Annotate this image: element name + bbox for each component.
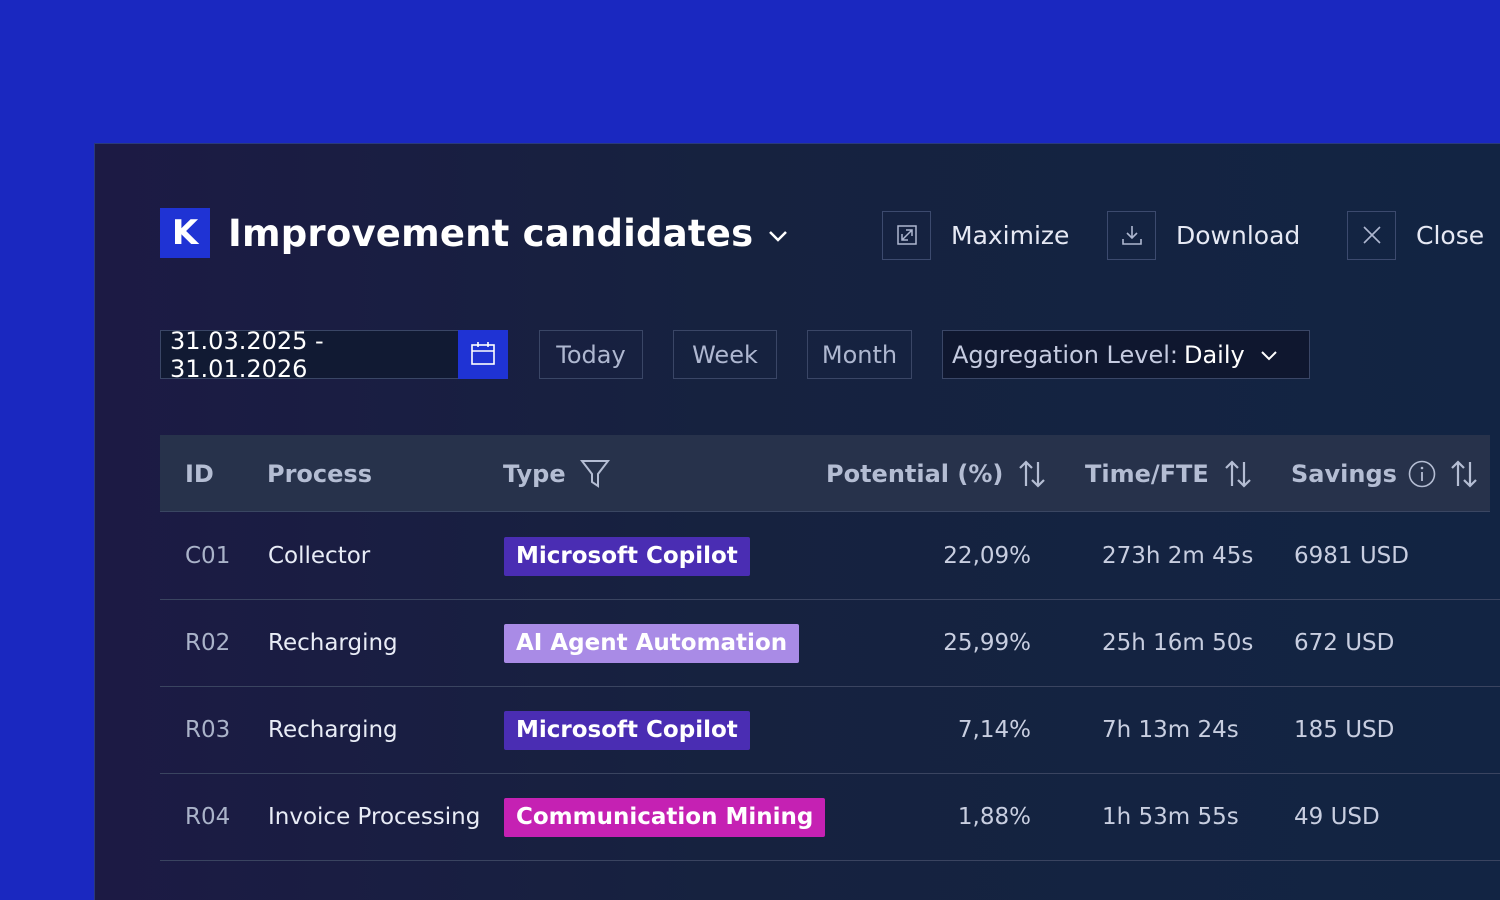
row-potential: 1,88% xyxy=(957,804,1031,830)
row-time: 1h 53m 55s xyxy=(1102,804,1239,830)
row-process: Collector xyxy=(268,543,371,569)
row-type: AI Agent Automation xyxy=(504,600,800,686)
maximize-icon xyxy=(896,225,917,245)
table-header: ID Process Type Potential (%) Time/FTE S… xyxy=(160,435,1490,512)
close-icon xyxy=(1362,226,1381,244)
row-type: Communication Mining xyxy=(504,774,826,860)
row-process: Invoice Processing xyxy=(268,804,481,830)
panel-title-dropdown[interactable]: Improvement candidates xyxy=(228,208,789,258)
close-icon-box xyxy=(1347,210,1396,260)
close-label: Close xyxy=(1416,220,1485,250)
column-header-type: Type xyxy=(503,435,610,512)
sort-icon[interactable] xyxy=(1017,458,1047,490)
calendar-icon xyxy=(471,342,495,365)
chevron-down-icon xyxy=(1261,350,1277,360)
row-time: 25h 16m 50s xyxy=(1102,630,1254,656)
column-header-type-label: Type xyxy=(503,459,566,488)
row-savings: 672 USD xyxy=(1294,630,1395,656)
row-savings: 49 USD xyxy=(1294,804,1380,830)
app-logo: K xyxy=(160,208,210,258)
aggregation-label: Aggregation Level: xyxy=(952,340,1178,369)
download-icon-box xyxy=(1107,210,1156,260)
week-label: Week xyxy=(692,340,758,369)
download-icon xyxy=(1121,226,1142,245)
maximize-icon-box xyxy=(882,210,931,260)
close-button[interactable]: Close xyxy=(1347,210,1484,260)
column-header-potential[interactable]: Potential (%) xyxy=(826,435,1047,512)
aggregation-value: Daily xyxy=(1183,340,1245,369)
logo-letter: K xyxy=(171,213,199,253)
column-header-process-label: Process xyxy=(267,459,372,488)
row-id: R02 xyxy=(185,630,231,656)
type-badge: Communication Mining xyxy=(504,797,826,837)
row-process: Recharging xyxy=(268,717,398,743)
row-type: Microsoft Copilot xyxy=(504,687,750,773)
month-label: Month xyxy=(821,340,898,369)
table-row[interactable]: R03 Recharging Microsoft Copilot 7,14% 7… xyxy=(160,687,1500,774)
improvement-candidates-panel: K Improvement candidates Maximize Downlo… xyxy=(94,143,1500,900)
row-potential: 7,14% xyxy=(957,717,1031,743)
row-time: 7h 13m 24s xyxy=(1102,717,1239,743)
maximize-button[interactable]: Maximize xyxy=(882,210,1069,260)
column-header-process: Process xyxy=(267,435,372,512)
month-button[interactable]: Month xyxy=(807,330,912,379)
today-button[interactable]: Today xyxy=(539,330,643,379)
panel-title: Improvement candidates xyxy=(228,211,754,255)
column-header-potential-label: Potential (%) xyxy=(826,459,1004,488)
download-button[interactable]: Download xyxy=(1107,210,1300,260)
row-potential: 25,99% xyxy=(943,630,1031,656)
column-header-id: ID xyxy=(185,435,214,512)
row-process: Recharging xyxy=(268,630,398,656)
column-header-savings[interactable]: Savings xyxy=(1291,435,1479,512)
chevron-down-icon xyxy=(769,231,788,242)
row-id: R04 xyxy=(185,804,231,830)
filter-icon[interactable] xyxy=(579,458,610,490)
aggregation-level-select[interactable]: Aggregation Level: Daily xyxy=(942,330,1310,379)
row-id: R03 xyxy=(185,717,231,743)
maximize-label: Maximize xyxy=(951,220,1070,250)
row-savings: 6981 USD xyxy=(1294,543,1409,569)
type-badge: Microsoft Copilot xyxy=(504,710,750,750)
calendar-button[interactable] xyxy=(458,329,508,379)
sort-icon[interactable] xyxy=(1223,458,1253,490)
sort-icon[interactable] xyxy=(1449,458,1479,490)
row-savings: 185 USD xyxy=(1294,717,1395,743)
row-type: Microsoft Copilot xyxy=(504,513,750,599)
table-row[interactable]: C01 Collector Microsoft Copilot 22,09% 2… xyxy=(160,513,1500,600)
date-range-picker[interactable]: 31.03.2025 - 31.01.2026 xyxy=(160,327,508,383)
today-label: Today xyxy=(556,340,626,369)
download-label: Download xyxy=(1176,220,1301,250)
row-id: C01 xyxy=(185,543,231,569)
column-header-time-label: Time/FTE xyxy=(1085,459,1209,488)
row-potential: 22,09% xyxy=(943,543,1031,569)
week-button[interactable]: Week xyxy=(673,330,777,379)
column-header-time[interactable]: Time/FTE xyxy=(1085,435,1253,512)
type-badge: Microsoft Copilot xyxy=(504,536,750,576)
column-header-id-label: ID xyxy=(185,459,214,488)
table-row[interactable]: R02 Recharging AI Agent Automation 25,99… xyxy=(160,600,1500,687)
table-row[interactable]: R04 Invoice Processing Communication Min… xyxy=(160,774,1500,861)
info-icon[interactable] xyxy=(1407,459,1437,489)
row-time: 273h 2m 45s xyxy=(1102,543,1254,569)
type-badge: AI Agent Automation xyxy=(504,623,800,663)
date-range-value[interactable]: 31.03.2025 - 31.01.2026 xyxy=(170,326,324,383)
column-header-savings-label: Savings xyxy=(1291,459,1397,488)
